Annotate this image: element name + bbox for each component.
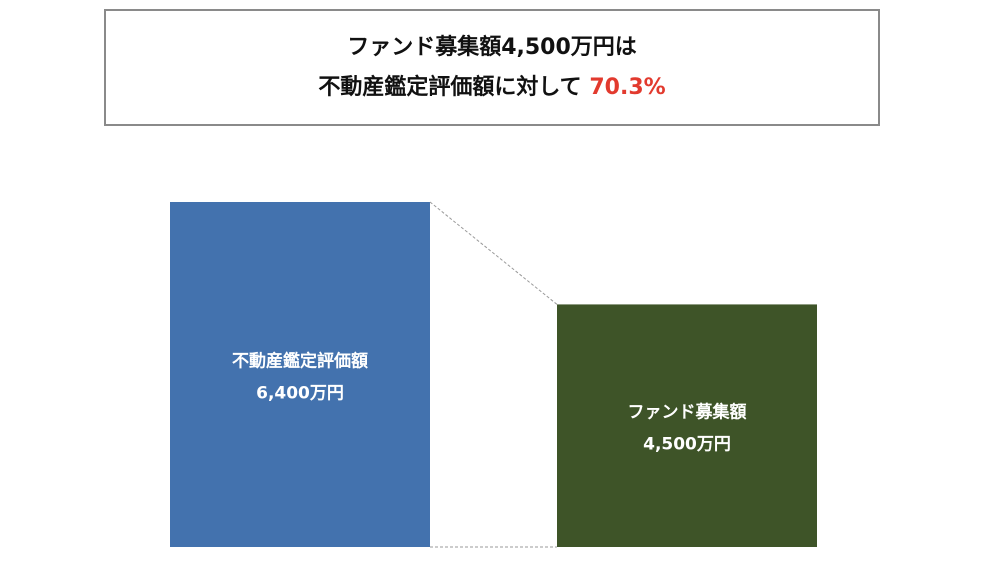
bar-1	[170, 202, 430, 547]
headline-line-2: 不動産鑑定評価額に対して 70.3%	[318, 74, 665, 102]
bar-2	[557, 304, 817, 547]
bar-2-category-label: ファンド募集額	[628, 402, 747, 423]
bar-1-value-label: 6,400万円	[256, 384, 344, 404]
headline-text-1: ファンド募集額4,500万円は	[347, 34, 637, 60]
headline-text-2: 不動産鑑定評価額に対して	[318, 74, 590, 100]
bar-1-category-label: 不動産鑑定評価額	[232, 351, 368, 372]
bar-2-value-label: 4,500万円	[643, 435, 731, 455]
headline-line-1: ファンド募集額4,500万円は	[347, 34, 637, 62]
connector-top	[429, 201, 558, 305]
headline-box: ファンド募集額4,500万円は 不動産鑑定評価額に対して 70.3%	[104, 9, 880, 126]
ratio-highlight: 70.3%	[589, 74, 666, 100]
